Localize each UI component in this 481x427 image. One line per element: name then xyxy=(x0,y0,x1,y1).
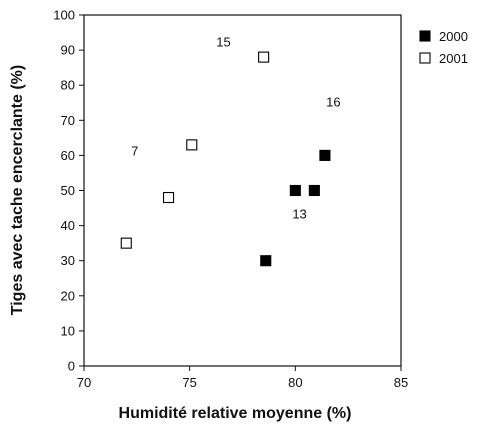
annotation-label: 7 xyxy=(131,143,138,158)
plot-border xyxy=(83,14,402,367)
plot-area xyxy=(83,14,402,367)
data-point-2000 xyxy=(289,184,301,197)
legend-label: 2000 xyxy=(439,29,468,44)
x-tick-label: 80 xyxy=(288,375,302,390)
data-point-2001 xyxy=(162,191,175,204)
y-tick-label: 40 xyxy=(61,218,75,233)
annotation-label: 13 xyxy=(292,207,306,222)
y-tick-label: 70 xyxy=(61,113,75,128)
y-tick-label: 50 xyxy=(61,183,75,198)
y-tick-label: 10 xyxy=(61,323,75,338)
data-point-2000 xyxy=(308,184,320,197)
y-tick-label: 20 xyxy=(61,288,75,303)
data-point-2000 xyxy=(319,149,331,161)
x-tick-label: 85 xyxy=(394,375,408,390)
legend-marker-2000 xyxy=(419,30,431,42)
data-point-2001 xyxy=(258,51,270,63)
y-tick-label: 60 xyxy=(61,148,75,163)
data-point-2001 xyxy=(120,237,132,249)
legend-marker-2001 xyxy=(419,52,431,64)
data-point-2001 xyxy=(186,139,198,151)
x-axis: 70 75 80 85 xyxy=(77,366,408,390)
y-tick-label: 0 xyxy=(68,359,75,374)
y-tick-label: 90 xyxy=(61,43,75,58)
annotation-label: 15 xyxy=(216,35,230,50)
legend: 2000 2001 xyxy=(419,29,468,66)
point-annotations: 15 7 16 13 xyxy=(131,35,341,222)
y-tick-label: 30 xyxy=(61,253,75,268)
y-tick-label: 100 xyxy=(53,8,75,23)
x-axis-title: Humidité relative moyenne (%) xyxy=(119,405,352,422)
legend-label: 2001 xyxy=(439,51,468,66)
y-axis-title: Tiges avec tache encerclante (%) xyxy=(9,65,26,316)
data-point-2000 xyxy=(260,255,272,267)
x-tick-label: 75 xyxy=(182,375,196,390)
data-points xyxy=(120,51,331,267)
y-tick-label: 80 xyxy=(61,78,75,93)
x-tick-label: 70 xyxy=(77,375,91,390)
y-axis: 0 10 20 30 40 50 60 70 80 90 100 xyxy=(53,8,84,374)
annotation-label: 16 xyxy=(326,94,340,109)
